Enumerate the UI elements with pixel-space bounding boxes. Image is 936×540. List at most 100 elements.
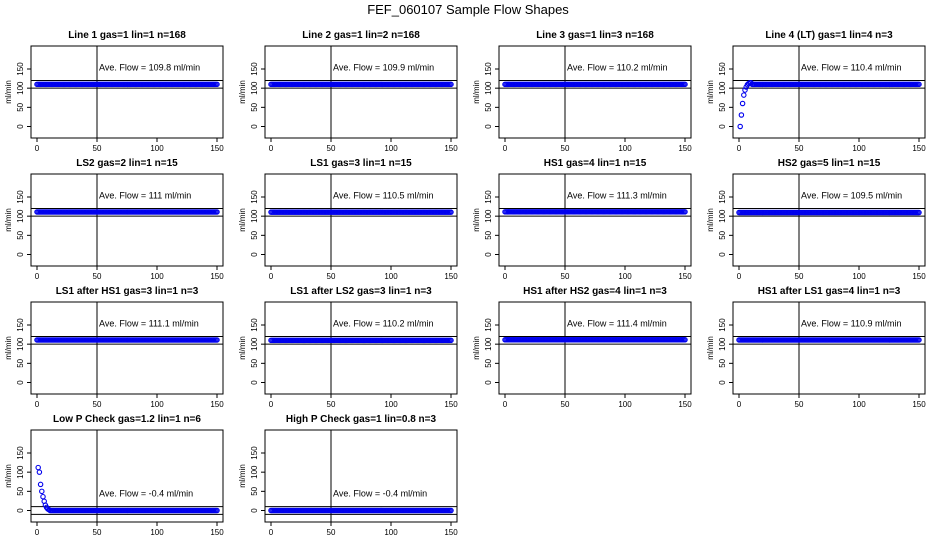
x-tick-label: 150 [678,272,692,281]
data-point [739,100,746,107]
ave-flow-annotation: Ave. Flow = 109.9 ml/min [333,63,434,73]
x-tick-label: 50 [561,400,570,409]
panel-6: LS1 gas=3 lin=1 n=150 50 100 150050100150ml… [238,158,458,281]
y-axis-label: ml/min [706,336,715,360]
y-tick-label: 100 [250,81,259,95]
x-tick-label: 0 [35,528,40,537]
y-axis-label: ml/min [472,336,481,360]
ave-flow-annotation: Ave. Flow = 110.5 ml/min [333,191,433,201]
data-points [737,80,922,130]
x-tick-label: 50 [795,272,804,281]
y-tick-label: 0 [484,380,493,385]
x-tick-label: 100 [852,400,866,409]
y-tick-label: 100 [16,209,25,223]
x-tick-label: 150 [444,528,458,537]
y-axis-label: ml/min [238,80,247,104]
y-tick-label: 50 [16,486,25,495]
y-tick-label: 100 [250,209,259,223]
y-tick-label: 50 [250,102,259,111]
y-tick-label: 100 [484,337,493,351]
y-tick-label: 50 [250,230,259,239]
data-points [268,507,454,514]
data-point [448,81,454,88]
panel-13: Low P Check gas=1.2 lin=1 n=6 0 50 100 150 0 5… [4,414,224,537]
data-point [916,337,922,343]
data-point [214,209,220,215]
ave-flow-annotation: Ave. Flow = 109.5 ml/min [801,191,902,201]
panel-title: Line 3 gas=1 lin=3 n=168 [536,30,654,41]
y-tick-label: 0 [250,252,259,257]
x-tick-label: 0 [35,144,40,153]
plot-frame [264,45,458,139]
y-tick-label: 50 [16,230,25,239]
x-tick-label: 50 [93,528,102,537]
panel-title: High P Check gas=1 lin=0.8 n=3 [286,414,437,425]
ave-flow-annotation: Ave. Flow = 111.4 ml/min [567,319,667,329]
y-axis-label: ml/min [4,208,13,232]
x-tick-label: 150 [912,272,926,281]
ave-flow-annotation: Ave. Flow = 111.1 ml/min [99,319,199,329]
y-tick-label: 0 [16,252,25,257]
y-tick-label: 0 [484,252,493,257]
plot-frame [264,429,458,523]
x-tick-label: 0 [35,400,40,409]
y-tick-label: 100 [250,337,259,351]
panel-title: Low P Check gas=1.2 lin=1 n=6 [53,414,201,425]
data-point [916,81,922,88]
x-tick-label: 100 [384,528,398,537]
x-tick-label: 150 [678,400,692,409]
x-tick-label: 150 [678,144,692,153]
data-point [35,464,41,471]
y-tick-label: 0 [16,124,25,129]
panel-1: Line 1 gas=1 lin=1 n=168 0 50 100 150 0 50 100 1… [4,30,224,153]
panel-11: HS1 after HS2 gas=4 lin=1 n=3 0 50 100 150 0 5… [472,286,692,409]
plot-frame [498,173,692,267]
data-points [34,337,220,343]
data-point [682,81,688,88]
data-point [214,81,220,88]
x-tick-label: 150 [444,272,458,281]
x-tick-label: 100 [150,400,164,409]
x-tick-label: 50 [327,528,336,537]
y-tick-label: 0 [250,124,259,129]
y-tick-label: 0 [250,508,259,513]
y-tick-label: 100 [16,337,25,351]
panel-title: Line 1 gas=1 lin=1 n=168 [68,30,186,41]
y-tick-label: 0 [718,380,727,385]
x-tick-label: 50 [561,144,570,153]
data-points [268,337,454,344]
ave-flow-annotation: Ave. Flow = 111 ml/min [99,191,191,201]
y-tick-label: 100 [16,81,25,95]
plot-frame [732,301,926,395]
x-tick-label: 100 [150,528,164,537]
x-tick-label: 0 [269,272,274,281]
x-tick-label: 0 [737,400,742,409]
y-tick-label: 150 [16,190,25,204]
y-axis-label: ml/min [4,336,13,360]
data-point [448,507,454,514]
page-title: FEF_060107 Sample Flow Shapes [367,2,569,17]
y-tick-label: 50 [718,102,727,111]
y-tick-label: 100 [718,81,727,95]
x-tick-label: 100 [618,272,632,281]
y-tick-label: 100 [16,465,25,479]
y-tick-label: 50 [16,358,25,367]
y-tick-label: 0 [250,380,259,385]
data-points [502,337,688,343]
data-point [682,209,688,215]
plot-frame [30,301,224,395]
data-point [214,337,220,343]
y-tick-label: 150 [484,62,493,76]
y-tick-label: 0 [718,252,727,257]
y-axis-label: ml/min [238,464,247,488]
y-tick-label: 0 [16,508,25,513]
y-tick-label: 150 [16,446,25,460]
y-tick-label: 100 [718,209,727,223]
panel-3: Line 3 gas=1 lin=3 n=168 0 50 100 150 0 50 100 1… [472,30,692,153]
panel-title: LS1 after HS1 gas=3 lin=1 n=3 [56,286,199,297]
x-tick-label: 150 [210,144,224,153]
data-point [742,87,748,93]
data-point [737,123,743,130]
y-axis-label: ml/min [472,208,481,232]
y-tick-label: 100 [484,81,493,95]
